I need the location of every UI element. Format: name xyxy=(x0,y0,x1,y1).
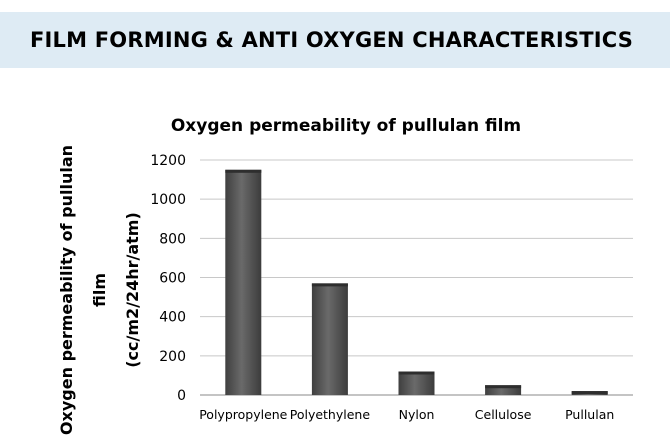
bar-polypropylene xyxy=(225,169,262,395)
y-tick-label: 0 xyxy=(177,388,186,404)
bar-top-edge xyxy=(311,283,348,287)
x-axis-ticks: Polypropylene Polyethylene Nylon Cellulose P… xyxy=(199,407,614,422)
y-tick-label: 1000 xyxy=(150,192,186,208)
y-tick-label: 800 xyxy=(159,231,186,247)
y-axis-label-line: film xyxy=(90,273,109,307)
y-axis-label-line: Oxygen permeability of pullulan xyxy=(57,145,76,435)
bar-top-edge xyxy=(398,371,435,375)
bar-cellulose xyxy=(485,385,522,395)
gridlines xyxy=(200,159,633,396)
x-tick-label: Cellulose xyxy=(475,407,532,422)
y-axis-label: Oxygen permeability of pullulan film (cc/m… xyxy=(57,145,142,435)
x-tick-label: Polyethylene xyxy=(290,407,371,422)
y-axis-ticks: 0 200 400 600 800 1000 1200 xyxy=(150,153,186,404)
slide-heading: FILM FORMING & ANTI OXYGEN CHARACTERISTI… xyxy=(30,28,634,52)
y-tick-label: 400 xyxy=(159,310,186,326)
bar-nylon xyxy=(398,371,435,395)
y-tick-label: 1200 xyxy=(150,153,186,169)
x-tick-label: Pullulan xyxy=(565,407,614,422)
x-tick-label: Polypropylene xyxy=(199,407,287,422)
bar-top-edge xyxy=(225,169,262,173)
y-axis-label-line: (cc/m2/24hr/atm) xyxy=(123,212,142,368)
x-tick-label: Nylon xyxy=(399,407,435,422)
bar-polyethylene xyxy=(311,283,348,395)
y-tick-label: 200 xyxy=(159,349,186,365)
y-tick-label: 600 xyxy=(159,271,186,287)
bar-top-edge xyxy=(571,391,608,395)
bars xyxy=(225,169,608,395)
heading-banner xyxy=(0,12,670,68)
bar-top-edge xyxy=(485,385,522,389)
chart-title: Oxygen permeability of pullulan film xyxy=(171,116,521,136)
